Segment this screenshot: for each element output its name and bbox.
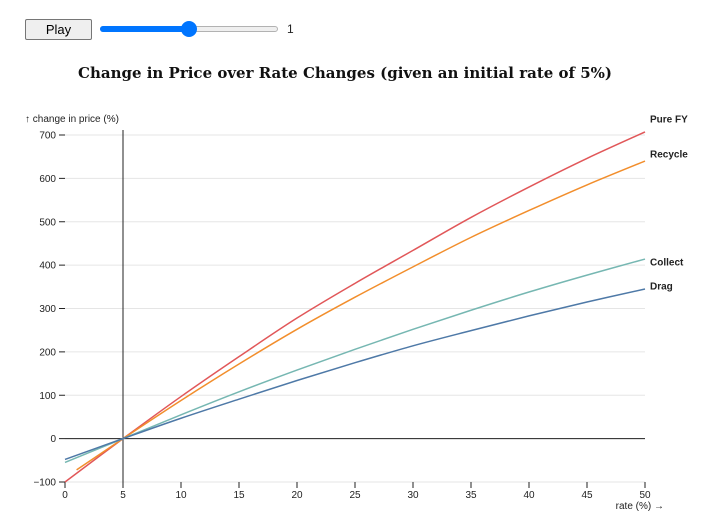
x-tick-label: 30 [407, 490, 419, 501]
y-tick-label: −100 [33, 478, 56, 489]
series-label-recycle: Recycle [650, 150, 688, 161]
x-tick-label: 15 [233, 490, 245, 501]
x-axis: 0 5 10 15 20 25 30 35 40 45 50 [62, 482, 651, 501]
slider-fill [100, 26, 189, 32]
y-tick-label: 500 [39, 217, 56, 228]
x-tick-label: 35 [465, 490, 477, 501]
series-label-collect: Collect [650, 258, 684, 269]
series-line-collect [64, 258, 646, 464]
x-tick-label: 10 [175, 490, 187, 501]
series-label-drag: Drag [650, 281, 673, 292]
x-tick-label: 20 [291, 490, 303, 501]
slider-thumb[interactable] [181, 21, 197, 37]
y-tick-label: 300 [39, 304, 56, 315]
y-tick-label: 0 [50, 434, 56, 445]
playback-controls: Play 1 [25, 18, 294, 40]
y-axis: −100 0 100 200 300 400 500 600 700 [33, 131, 65, 489]
series-line-drag [64, 288, 646, 461]
frame-slider[interactable] [100, 21, 278, 37]
series-labels: Pure FY Recycle Collect Drag [650, 114, 688, 292]
y-axis-label: ↑ change in price (%) [25, 114, 119, 125]
series-label-pure-fy: Pure FY [650, 114, 688, 125]
y-tick-label: 400 [39, 261, 56, 272]
chart-title: Change in Price over Rate Changes (given… [78, 64, 612, 82]
x-tick-label: 50 [639, 490, 651, 501]
play-button[interactable]: Play [25, 18, 92, 40]
x-tick-label: 0 [62, 490, 68, 501]
slider-value: 1 [287, 22, 294, 36]
x-tick-label: 25 [349, 490, 361, 501]
y-tick-label: 100 [39, 391, 56, 402]
gridlines [65, 134, 645, 483]
y-tick-label: 200 [39, 347, 56, 358]
x-tick-label: 5 [120, 490, 126, 501]
reference-lines [65, 130, 645, 482]
series-line-recycle [76, 160, 646, 471]
y-tick-label: 600 [39, 174, 56, 185]
x-axis-label: rate (%) → [616, 501, 664, 512]
x-tick-label: 40 [523, 490, 535, 501]
series-line-pure-fy [64, 131, 646, 483]
x-tick-label: 45 [581, 490, 593, 501]
y-tick-label: 700 [39, 131, 56, 142]
series-lines [64, 131, 646, 483]
